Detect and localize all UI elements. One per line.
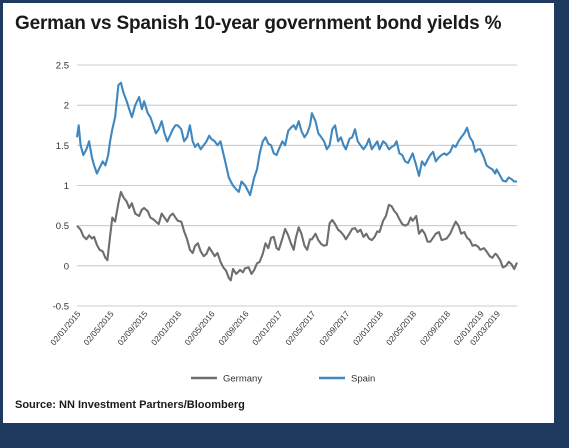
x-tick-label: 02/09/2018 bbox=[418, 309, 453, 348]
source-note: Source: NN Investment Partners/Bloomberg bbox=[15, 399, 245, 411]
legend: Germany Spain bbox=[191, 374, 375, 385]
chart-card: German vs Spanish 10-year government bon… bbox=[3, 3, 554, 423]
chart-title: German vs Spanish 10-year government bon… bbox=[15, 13, 502, 34]
series-line-germany bbox=[76, 190, 518, 282]
x-tick-label: 02/05/2016 bbox=[182, 309, 217, 348]
gridlines bbox=[77, 64, 517, 307]
y-tick-label: -0.5 bbox=[53, 302, 69, 313]
y-tick-label: 1.5 bbox=[56, 141, 69, 152]
y-tick-label: 0.5 bbox=[56, 221, 69, 232]
x-tick-label: 02/05/2017 bbox=[283, 309, 318, 348]
x-tick-label: 02/01/2015 bbox=[48, 309, 83, 348]
y-tick-labels: -0.5 0 0.5 1 1.5 2 2.5 bbox=[53, 61, 69, 313]
x-tick-label: 02/09/2015 bbox=[115, 309, 150, 348]
x-tick-label: 02/01/2016 bbox=[149, 309, 184, 348]
x-tick-label: 02/05/2015 bbox=[81, 309, 116, 348]
legend-label-germany: Germany bbox=[223, 374, 262, 385]
y-tick-label: 2 bbox=[64, 101, 69, 112]
y-tick-label: 0 bbox=[64, 261, 69, 272]
x-tick-label: 02/09/2017 bbox=[317, 309, 352, 348]
x-tick-label: 02/01/2018 bbox=[351, 309, 386, 348]
y-tick-label: 2.5 bbox=[56, 61, 69, 72]
x-tick-label: 02/05/2018 bbox=[384, 309, 419, 348]
series-line-spain bbox=[75, 81, 517, 197]
x-tick-label: 02/09/2016 bbox=[216, 309, 251, 348]
y-tick-label: 1 bbox=[64, 181, 69, 192]
series-lines bbox=[75, 81, 518, 282]
x-tick-label: 02/01/2017 bbox=[250, 309, 285, 348]
legend-label-spain: Spain bbox=[351, 374, 375, 385]
